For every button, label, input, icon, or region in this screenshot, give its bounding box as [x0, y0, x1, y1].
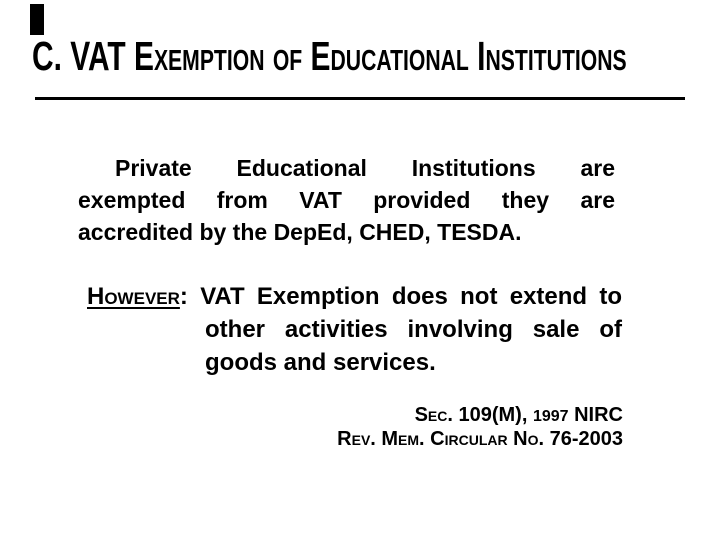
however-label: However	[87, 283, 180, 310]
citation-section: Sec. 109(M),	[414, 404, 528, 426]
citation-line-2: Rev. Mem. Circular No. 76-2003	[337, 428, 623, 450]
citation-line-1: Sec. 109(M), 1997 NIRC	[337, 404, 623, 428]
however-line: goods and services.	[205, 349, 436, 376]
paragraph-exemption: Private Educational Institutions are exe…	[78, 152, 615, 248]
title-underline-rule	[35, 97, 685, 100]
paragraph-line: Private Educational Institutions are	[115, 155, 615, 181]
citation-code: NIRC	[574, 404, 623, 426]
corner-bar-decoration	[30, 4, 44, 35]
slide-title: C. VAT Exemption of Educational Institut…	[32, 33, 627, 79]
citation-year: 1997	[532, 408, 569, 425]
however-first-line: However: VAT Exemption does not extend t…	[87, 280, 622, 313]
paragraph-line: exempted from VAT provided they are	[78, 187, 615, 213]
however-line: VAT Exemption does not extend to	[200, 283, 623, 310]
paragraph-however: However: VAT Exemption does not extend t…	[87, 280, 622, 379]
however-line: other activities involving sale of	[205, 316, 622, 343]
paragraph-line: accredited by the DepEd, CHED, TESDA.	[78, 219, 522, 245]
citation-block: Sec. 109(M), 1997 NIRC Rev. Mem. Circula…	[337, 404, 623, 451]
however-colon: :	[179, 283, 188, 310]
